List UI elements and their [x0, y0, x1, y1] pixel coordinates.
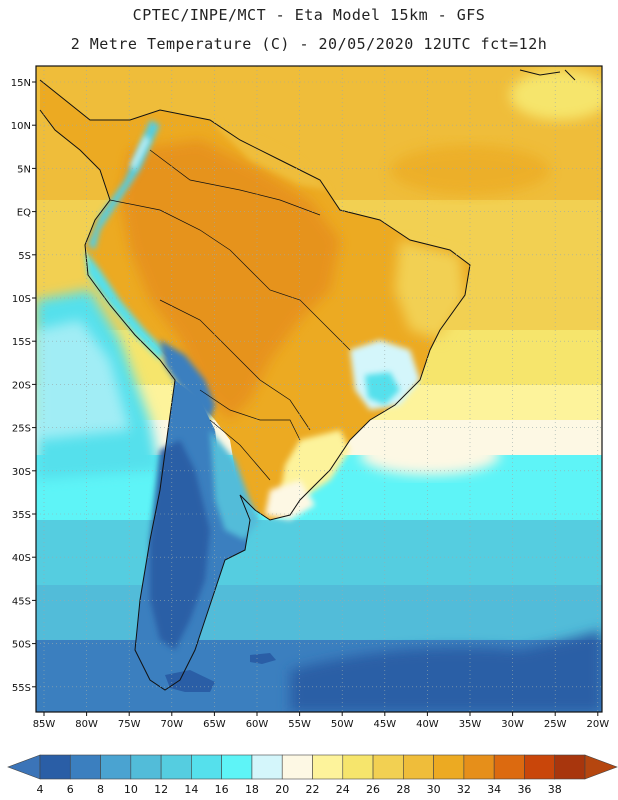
colorbar-under-arrow	[7, 754, 41, 780]
colorbar-over-arrow	[584, 754, 618, 780]
lat-label: 20S	[12, 380, 31, 391]
colorbar-swatch	[191, 754, 222, 780]
colorbar-label: 12	[154, 783, 168, 796]
lon-label: 80W	[75, 719, 98, 730]
band-cold-ocean	[36, 520, 602, 590]
colorbar-label: 4	[37, 783, 44, 796]
colorbar-label: 38	[548, 783, 562, 796]
southeast-brazil-cold	[365, 372, 400, 405]
lon-label: 40W	[416, 719, 439, 730]
colorbar-swatch	[130, 754, 162, 780]
colorbar-label: 24	[336, 783, 350, 796]
colorbar: 4 6 8 10 12 14 16 18 20 22 24 26 28 30 32 34 36 38	[7, 754, 618, 796]
colorbar-swatch	[433, 754, 465, 780]
atlantic-pale-patch	[510, 70, 602, 120]
colorbar-swatch	[100, 754, 132, 780]
lat-label: 35S	[12, 510, 31, 521]
chart-subtitle: 2 Metre Temperature (C) - 20/05/2020 12U…	[70, 35, 548, 53]
tierra-del-fuego	[165, 670, 215, 692]
colorbar-label: 34	[487, 783, 501, 796]
colorbar-label: 6	[67, 783, 74, 796]
colorbar-swatch	[281, 754, 313, 780]
lon-label: 55W	[288, 719, 311, 730]
colorbar-label: 36	[517, 783, 531, 796]
andes-central-cold	[160, 340, 215, 420]
lon-label: 65W	[203, 719, 226, 730]
colorbar-swatch	[403, 754, 434, 780]
colorbar-swatch	[312, 754, 344, 780]
band-deep-south	[290, 630, 602, 712]
map-frame	[35, 65, 603, 713]
lat-label: 25S	[12, 424, 31, 435]
lat-label: 15N	[11, 78, 31, 89]
lon-label: 30W	[501, 719, 524, 730]
colorbar-swatch	[69, 754, 101, 780]
coastline	[39, 79, 471, 691]
atlantic-pale-patch-2	[360, 435, 500, 475]
colorbar-swatch	[160, 754, 192, 780]
pacific-chilly-region	[36, 320, 130, 440]
andes-north-snow	[130, 135, 150, 170]
peru-coast-cool	[85, 250, 165, 360]
lon-label: 25W	[544, 719, 567, 730]
lon-label: 45W	[373, 719, 396, 730]
lon-label: 85W	[33, 719, 56, 730]
lon-label: 60W	[246, 719, 269, 730]
lat-label: 10S	[12, 294, 31, 305]
colorbar-swatch	[372, 754, 404, 780]
country-borders	[109, 149, 351, 481]
lat-label: 15S	[12, 337, 31, 348]
lat-label: 30S	[12, 467, 31, 478]
longitude-labels: 85W 80W 75W 70W 65W 60W 55W 50W 45W 40W 35W 30W 25W 2…	[33, 712, 609, 730]
colorbar-label: 30	[427, 783, 441, 796]
colorbar-label: 14	[184, 783, 198, 796]
lon-label: 20W	[586, 719, 609, 730]
colorbar-swatch	[39, 754, 71, 780]
latitude-labels: 15N 10N 5N EQ 5S 10S 15S 20S 25S 30S 35S 40S 45S 50S 5…	[11, 78, 36, 694]
colorbar-label: 20	[275, 783, 289, 796]
temperature-field	[36, 66, 602, 712]
uruguay-mild	[265, 480, 315, 520]
colorbar-swatch	[554, 754, 586, 780]
lat-label: 10N	[11, 121, 31, 132]
colorbar-swatch	[463, 754, 495, 780]
lon-label: 75W	[118, 719, 141, 730]
colorbar-swatch	[251, 754, 283, 780]
colorbar-swatch	[342, 754, 374, 780]
colorbar-label: 8	[97, 783, 104, 796]
lat-label: 5N	[17, 164, 31, 175]
colorbar-label: 16	[215, 783, 229, 796]
band-colder-ocean	[36, 585, 602, 645]
chart-title: CPTEC/INPE/MCT - Eta Model 15km - GFS	[132, 6, 486, 24]
colorbar-swatch	[493, 754, 525, 780]
lat-label: 5S	[18, 251, 31, 262]
falkland-islands	[250, 653, 276, 664]
colorbar-swatch	[221, 754, 253, 780]
colorbar-swatch	[524, 754, 556, 780]
interior-hot-zone	[120, 140, 340, 420]
lat-label: 55S	[12, 683, 31, 694]
lon-label: 50W	[331, 719, 354, 730]
patagonia-coldest	[150, 440, 210, 650]
colorbar-label: 32	[457, 783, 471, 796]
lon-label: 70W	[160, 719, 183, 730]
colorbar-label: 10	[124, 783, 138, 796]
lat-label: 45S	[12, 596, 31, 607]
colorbar-label: 18	[245, 783, 259, 796]
lat-label: 50S	[12, 640, 31, 651]
northeast-brazil-zone	[395, 240, 465, 340]
colorbar-label: 22	[306, 783, 320, 796]
colorbar-label: 28	[396, 783, 410, 796]
lon-label: 35W	[459, 719, 482, 730]
lat-label: 40S	[12, 553, 31, 564]
lat-label: EQ	[17, 208, 31, 219]
caribbean-islands	[519, 69, 576, 81]
colorbar-label: 26	[366, 783, 380, 796]
